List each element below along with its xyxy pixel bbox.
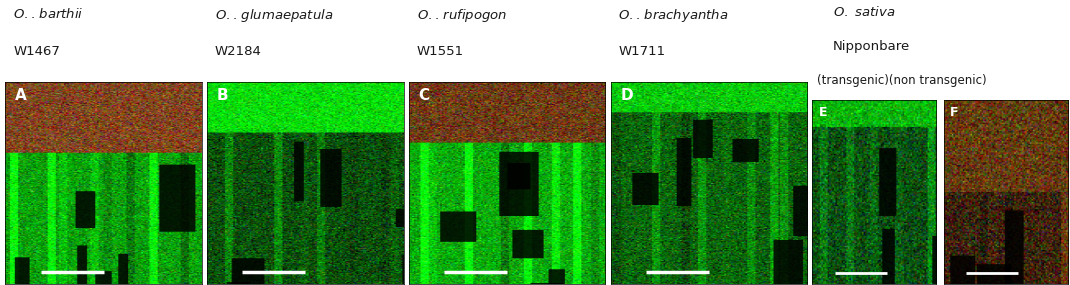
Text: $\it{O.}$. $\it{rufipogon}$: $\it{O.}$. $\it{rufipogon}$ (416, 7, 507, 25)
Text: W2184: W2184 (215, 45, 262, 58)
Text: W1551: W1551 (416, 45, 463, 58)
Text: F: F (950, 106, 959, 119)
Text: $\it{O.}$. $\it{brachyantha}$: $\it{O.}$. $\it{brachyantha}$ (618, 7, 729, 25)
Text: $\it{O.}$ $\it{sativa}$: $\it{O.}$ $\it{sativa}$ (832, 5, 896, 19)
Text: W1711: W1711 (618, 45, 666, 58)
Text: C: C (418, 88, 430, 103)
Text: Nipponbare: Nipponbare (832, 40, 911, 53)
Text: (transgenic)(non transgenic): (transgenic)(non transgenic) (817, 74, 988, 87)
Text: D: D (621, 88, 633, 103)
Text: W1467: W1467 (13, 45, 60, 58)
Text: A: A (15, 88, 27, 103)
Text: E: E (819, 106, 827, 119)
Text: $\it{O.}$. $\it{glumaepatula}$: $\it{O.}$. $\it{glumaepatula}$ (215, 7, 334, 25)
Text: $\it{O.}$. $\it{barthii}$: $\it{O.}$. $\it{barthii}$ (13, 7, 83, 21)
Text: B: B (217, 88, 229, 103)
